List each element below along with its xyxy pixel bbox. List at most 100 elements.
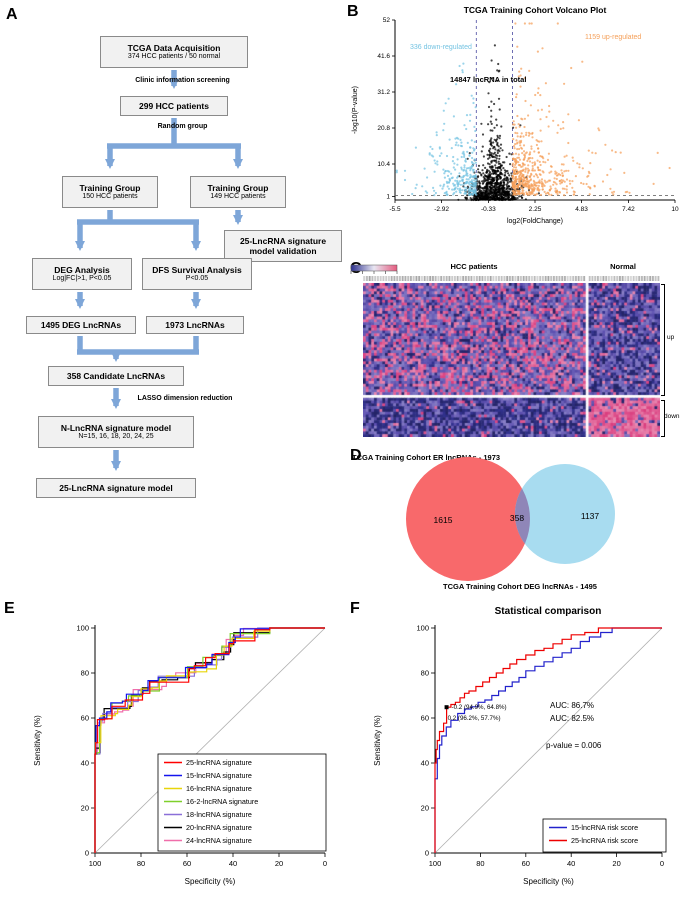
flow-box-final: 25-LncRNA signature model [36, 478, 196, 498]
x-tick-label: 100 [429, 859, 442, 868]
x-tick-label: 20 [275, 859, 283, 868]
y-tick-label: 20 [81, 804, 89, 813]
roc-curve [94, 627, 325, 853]
legend-entry-label: 24-lncRNA signature [186, 836, 252, 845]
edge-label-lasso: LASSO dimension reduction [137, 395, 233, 402]
x-tick-label: -2.92 [434, 206, 449, 213]
y-tick-label: 0 [85, 849, 89, 858]
y-tick-label: 60 [421, 714, 429, 723]
heatmap-down-label: down [664, 413, 680, 420]
y-axis-title: Sensitivity (%) [373, 715, 382, 766]
volcano-title: TCGA Training Cohort Volcano Plot [463, 5, 607, 15]
threshold-label-1: -0.2 (94.9%, 64.8%) [452, 704, 507, 711]
edge-label-random: Random group [157, 123, 208, 130]
flow-box-training150: Training Group 150 HCC patients [62, 176, 158, 208]
legend-entry-label: 18-lncRNA signature [186, 810, 252, 819]
y-tick-label: 1 [386, 194, 390, 201]
flow-box-training149: Training Group 149 HCC patients [190, 176, 286, 208]
y-tick-label: 41.6 [377, 53, 390, 60]
diagonal-reference-line [94, 627, 326, 854]
roc-curves [434, 627, 662, 853]
flow-box-title: DEG Analysis [54, 264, 110, 275]
roc-signatures-plot: 100 80 60 40 20 0 0 20 40 60 80 100 Specificity (%) S… [33, 624, 327, 887]
flow-box-title: 358 Candidate LncRNAs [66, 370, 166, 381]
edge-label-screening: Clinic information screening [135, 77, 230, 84]
volcano-points [395, 22, 671, 202]
flow-box-subtitle: 150 HCC patients [82, 192, 138, 200]
y-tick-label: 20 [421, 804, 429, 813]
legend-entry-label: 25-lncRNA risk score [571, 836, 638, 845]
flow-box-title: Training Group [79, 182, 141, 193]
roc-legend: 25-lncRNA signature 15-lncRNA signature 16… [157, 753, 327, 852]
panel-label-e: E [4, 600, 15, 617]
roc-comparison-plot: 100 80 60 40 20 0 0 20 40 60 80 100 Specificity (%) S… [373, 624, 667, 886]
roc-curve [94, 627, 325, 853]
x-tick-label: 40 [567, 859, 575, 868]
venn-right-count: 1137 [581, 511, 600, 521]
venn-bottom-label: TCGA Training Cohort DEG lncRNAs - 1495 [443, 582, 597, 591]
heatmap-column-ticks [363, 276, 660, 281]
venn-overlap-count: 358 [510, 513, 524, 523]
y-tick-label: 80 [81, 669, 89, 678]
heatmap-down-bracket [661, 400, 665, 437]
x-tick-label: 4.83 [575, 206, 588, 213]
x-tick-label: 20 [612, 859, 620, 868]
volcano-plot: 1 10.4 20.8 31.2 41.6 52 -5.5 -2.92 -0.33 2.25 4.8… [352, 17, 679, 225]
panel-label-a: A [6, 6, 18, 23]
x-tick-label: 40 [229, 859, 237, 868]
y-axis-title: Sensitivity (%) [33, 715, 42, 766]
venn-left-count: 1615 [434, 515, 453, 525]
flow-box-title: 25-LncRNA signature model validation [239, 235, 327, 256]
flow-box-deg: DEG Analysis Log|FC|>1, P<0.05 [32, 258, 132, 290]
x-tick-label: -0.33 [481, 206, 496, 213]
colorbar-ticks [350, 271, 398, 274]
x-tick-label: 80 [476, 859, 484, 868]
flow-box-title: 1495 DEG LncRNAs [40, 319, 122, 330]
flow-box-validation: 25-LncRNA signature model validation [224, 230, 342, 262]
flow-box-tcga: TCGA Data Acquisition 374 HCC patients /… [100, 36, 248, 68]
x-tick-label: 60 [522, 859, 530, 868]
x-axis-title: Specificity (%) [523, 877, 574, 886]
flow-box-title: 25-LncRNA signature model [59, 482, 173, 493]
heatmap-group-normal-label: Normal [610, 262, 636, 271]
flow-box-title: N-LncRNA signature model [60, 422, 172, 433]
volcano-axes: 1 10.4 20.8 31.2 41.6 52 -5.5 -2.92 -0.33 2.25 4.8… [352, 17, 679, 225]
volcano-up-label: 1159 up-regulated [585, 34, 642, 41]
x-tick-label: 80 [137, 859, 145, 868]
legend-entry-label: 16-2-lncRNA signature [186, 797, 258, 806]
roc-legend: 15-lncRNA risk score 25-lncRNA risk score [542, 818, 667, 853]
x-tick-label: 100 [89, 859, 102, 868]
roc-annotations: -0.2 (94.9%, 64.8%) 0.2 (96.2%, 57.7%) AUC… [444, 701, 602, 750]
venn-diagram: TCGA Training Cohort ER lncRNAs - 1973 1… [352, 453, 615, 591]
flow-box-title: 299 HCC patients [139, 100, 209, 111]
y-tick-label: 0 [425, 849, 429, 858]
y-tick-label: 40 [421, 759, 429, 768]
roc-curve [94, 627, 325, 853]
flow-box-subtitle: Log|FC|>1, P<0.05 [52, 274, 112, 282]
diagonal-reference-line [434, 627, 663, 854]
heatmap-up-label: up [667, 334, 675, 341]
threshold-marker [444, 705, 449, 710]
flow-box-title: Training Group [207, 182, 269, 193]
flow-box-nmodel: N-LncRNA signature model N=15, 16, 18, 2… [38, 416, 194, 448]
legend-entry-label: 15-lncRNA signature [186, 771, 252, 780]
x-tick-label: 0 [660, 859, 664, 868]
y-tick-label: 60 [81, 714, 89, 723]
volcano-total-label: 14847 lncRNA in total [450, 75, 527, 84]
y-tick-label: 40 [81, 759, 89, 768]
flow-box-title: DFS Survival Analysis [152, 264, 242, 275]
flow-box-subtitle: P<0.05 [185, 274, 209, 282]
roc-curve [434, 627, 662, 853]
auc-label-25: AUC: 86.7% [550, 701, 594, 710]
x-tick-label: 7.42 [622, 206, 635, 213]
legend-entry-label: 15-lncRNA risk score [571, 823, 638, 832]
flow-box-title: TCGA Data Acquisition [127, 42, 221, 53]
flowchart-arrows [75, 70, 243, 471]
heatmap-canvas [363, 283, 660, 437]
y-tick-label: 52 [383, 17, 391, 24]
flow-box-subtitle: N=15, 16, 18, 20, 24, 25 [78, 432, 154, 440]
x-tick-label: 2.25 [529, 206, 542, 213]
flow-box-title: 1973 LncRNAs [165, 319, 225, 330]
flow-box-screened: 299 HCC patients [120, 96, 228, 116]
